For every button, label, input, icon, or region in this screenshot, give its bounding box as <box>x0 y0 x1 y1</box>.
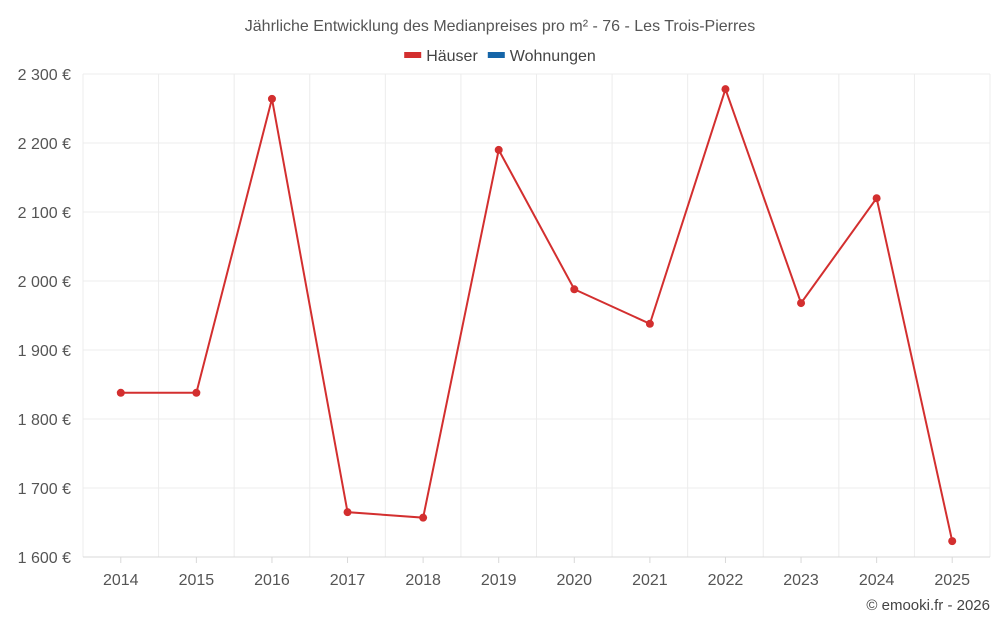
series-layer <box>116 85 957 546</box>
data-point <box>721 85 730 94</box>
legend-item[interactable]: Häuser <box>404 48 478 65</box>
data-point <box>494 145 503 154</box>
y-tick-label: 1 700 € <box>18 481 71 498</box>
x-tick-label: 2021 <box>632 572 668 589</box>
x-tick-label: 2022 <box>708 572 744 589</box>
y-tick-label: 1 900 € <box>18 343 71 360</box>
data-point <box>343 508 352 517</box>
x-tick-label: 2015 <box>179 572 215 589</box>
x-tick-label: 2025 <box>934 572 970 589</box>
y-tick-label: 2 000 € <box>18 274 71 291</box>
y-axis: 1 600 € 1 700 € 1 800 € 1 900 € 2 000 € 2 100… <box>18 67 71 567</box>
y-tick-label: 2 200 € <box>18 136 71 153</box>
data-point <box>948 537 957 546</box>
y-tick-label: 2 300 € <box>18 67 71 84</box>
data-point <box>116 388 125 397</box>
data-point <box>797 299 806 308</box>
legend-label: Häuser <box>426 48 478 65</box>
y-tick-label: 2 100 € <box>18 205 71 222</box>
x-tick-label: 2017 <box>330 572 366 589</box>
x-tick-label: 2018 <box>405 572 441 589</box>
legend-item[interactable]: Wohnungen <box>487 48 596 65</box>
grid <box>82 73 991 558</box>
x-axis: 2014 2015 2016 2017 2018 2019 2020 2021 2022 2023… <box>103 557 970 589</box>
data-point <box>872 194 881 203</box>
chart-title: Jährliche Entwicklung des Medianpreises … <box>245 18 755 35</box>
x-tick-label: 2024 <box>859 572 895 589</box>
data-point <box>570 285 579 294</box>
x-tick-label: 2023 <box>783 572 819 589</box>
legend: Häuser Wohnungen <box>404 48 596 65</box>
legend-swatch <box>404 52 422 58</box>
x-tick-label: 2014 <box>103 572 139 589</box>
data-point <box>267 94 276 103</box>
y-tick-label: 1 600 € <box>18 550 71 567</box>
series-line <box>120 86 954 542</box>
data-point <box>192 388 201 397</box>
x-tick-label: 2016 <box>254 572 290 589</box>
credit: © emooki.fr - 2026 <box>866 597 990 614</box>
data-point <box>419 513 428 522</box>
legend-swatch <box>487 52 505 58</box>
legend-label: Wohnungen <box>510 48 596 65</box>
x-tick-label: 2019 <box>481 572 517 589</box>
x-tick-label: 2020 <box>556 572 592 589</box>
data-point <box>645 319 654 328</box>
y-tick-label: 1 800 € <box>18 412 71 429</box>
